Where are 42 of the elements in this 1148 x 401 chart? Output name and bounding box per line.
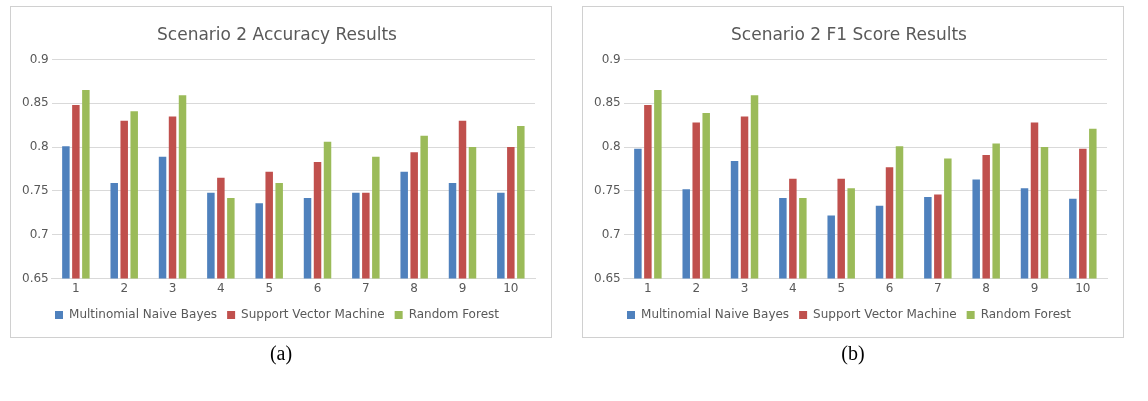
legend-label: Multinomial Naive Bayes [641, 307, 790, 322]
y-tick-label: 0.65 [22, 270, 49, 285]
legend-label: Support Vector Machine [813, 307, 957, 322]
y-tick-label: 0.9 [29, 51, 49, 66]
x-tick-label: 1 [644, 280, 652, 295]
y-tick-label: 0.75 [22, 183, 49, 198]
x-tick-label: 5 [265, 280, 274, 295]
x-tick-label: 6 [313, 280, 322, 295]
legend-label: Random Forest [980, 307, 1072, 322]
y-tick-label: 0.9 [601, 51, 621, 66]
chart-title: Scenario 2 F1 Score Results [731, 23, 968, 44]
x-tick-label: 2 [692, 280, 701, 295]
x-tick-label: 4 [789, 280, 797, 295]
y-tick-label: 0.7 [601, 226, 621, 241]
x-tick-label: 10 [503, 280, 519, 295]
y-tick-label: 0.7 [29, 226, 49, 241]
x-tick-label: 8 [982, 280, 990, 295]
text: (b) [841, 342, 865, 365]
x-tick-label: 6 [885, 280, 894, 295]
y-tick-label: 0.85 [22, 95, 49, 110]
x-tick-label: 1 [72, 280, 80, 295]
y-tick-label: 0.8 [601, 139, 621, 154]
y-tick-label: 0.8 [29, 139, 49, 154]
chart-title: Scenario 2 Accuracy Results [157, 23, 398, 44]
y-tick-label: 0.65 [594, 270, 621, 285]
legend-label: Random Forest [408, 307, 500, 322]
x-tick-label: 10 [1075, 280, 1091, 295]
legend-label: Multinomial Naive Bayes [69, 307, 218, 322]
y-tick-label: 0.75 [594, 183, 621, 198]
legend-label: Support Vector Machine [241, 307, 385, 322]
x-tick-label: 9 [458, 280, 467, 295]
x-tick-label: 8 [410, 280, 418, 295]
x-tick-label: 7 [934, 280, 942, 295]
x-tick-label: 9 [1030, 280, 1039, 295]
y-tick-label: 0.85 [594, 95, 621, 110]
x-tick-label: 2 [120, 280, 129, 295]
text: (a) [269, 342, 293, 365]
x-tick-label: 3 [740, 280, 749, 295]
x-tick-label: 4 [217, 280, 225, 295]
x-tick-label: 3 [168, 280, 177, 295]
x-tick-label: 5 [837, 280, 846, 295]
x-tick-label: 7 [362, 280, 370, 295]
